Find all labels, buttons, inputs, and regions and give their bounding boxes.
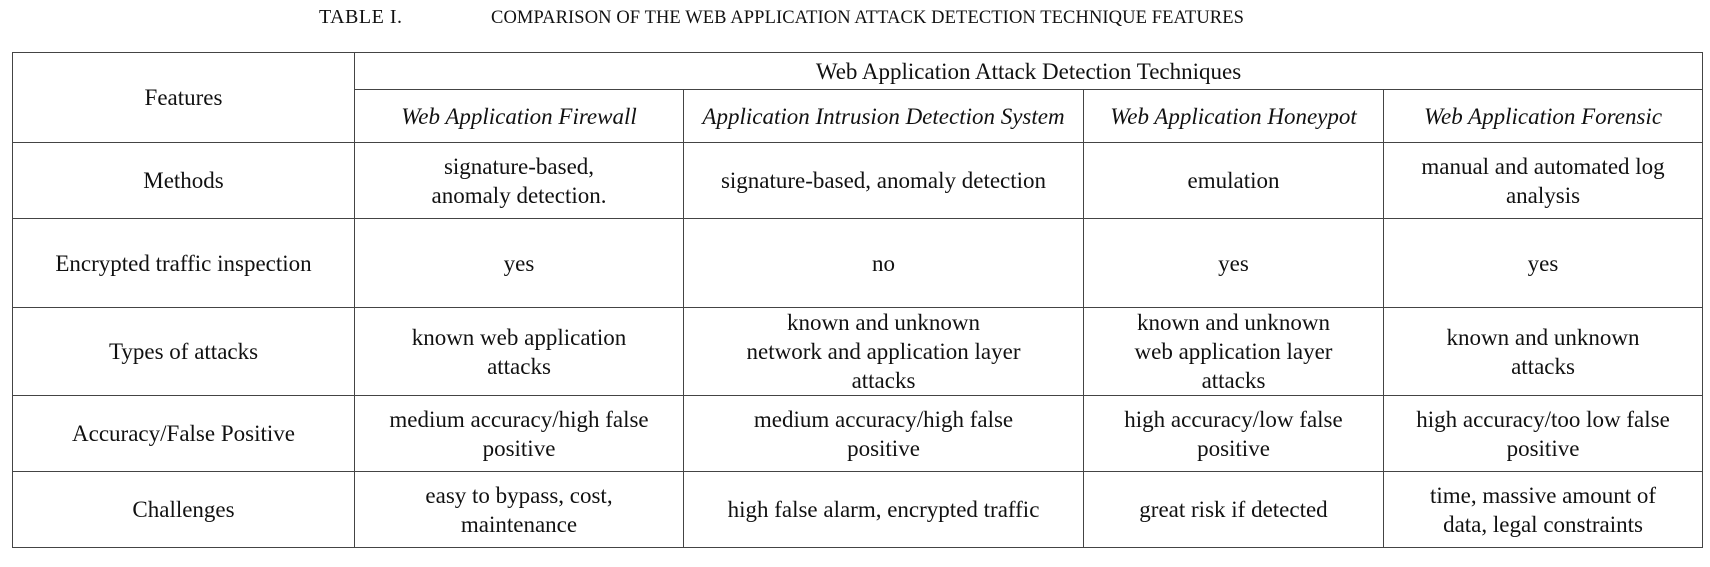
table-caption-title: COMPARISON OF THE WEB APPLICATION ATTACK…	[491, 8, 1245, 28]
feature-label: Challenges	[12, 471, 355, 548]
cell-line: anomaly detection.	[431, 182, 607, 208]
cell-line: easy to bypass, cost,	[425, 482, 613, 508]
cell-line: yes	[1218, 250, 1249, 276]
cell-line: time, massive amount of	[1429, 482, 1657, 508]
table-cell: easy to bypass, cost, maintenance	[354, 471, 684, 548]
cell-line: known and unknown	[1137, 310, 1330, 335]
table-cell: emulation	[1083, 142, 1384, 219]
cell-line: web application layer	[1134, 339, 1333, 364]
feature-label: Encrypted traffic inspection	[12, 218, 355, 308]
cell-line: positive	[847, 435, 920, 461]
table-cell: yes	[1382, 218, 1704, 308]
features-column-header: Features	[12, 52, 355, 143]
table-cell: yes	[354, 218, 684, 308]
table-cell: high accuracy/too low false positive	[1382, 395, 1704, 472]
table-caption: TABLE I. COMPARISON OF THE WEB APPLICATI…	[0, 6, 1710, 36]
feature-label: Types of attacks	[12, 307, 355, 396]
technique-header-forensic: Web Application Forensic	[1382, 89, 1704, 143]
cell-line: manual and automated log	[1421, 153, 1665, 179]
cell-line: attacks	[487, 353, 551, 379]
cell-line: data, legal constraints	[1443, 511, 1643, 537]
table-cell: medium accuracy/high false positive	[683, 395, 1084, 472]
table-cell: known web application attacks	[354, 307, 684, 396]
table-row: Challenges easy to bypass, cost, maintena…	[12, 471, 1704, 548]
table-row: Types of attacks known web application at…	[12, 307, 1704, 396]
table-cell: signature-based, anomaly detection.	[354, 142, 684, 219]
cell-line: positive	[1506, 435, 1580, 461]
table-cell: no	[683, 218, 1084, 308]
cell-line: signature-based,	[443, 153, 595, 179]
cell-line: known web application	[411, 324, 627, 350]
techniques-group-header: Web Application Attack Detection Techniq…	[353, 52, 1704, 90]
cell-line: high accuracy/low false	[1124, 406, 1343, 432]
cell-line: high false alarm, encrypted traffic	[727, 497, 1040, 522]
cell-line: great risk if detected	[1139, 497, 1328, 522]
cell-line: positive	[1197, 435, 1270, 461]
table-row: Accuracy/False Positive medium accuracy/…	[12, 395, 1704, 472]
table-caption-label: TABLE I.	[319, 6, 403, 28]
table-cell: time, massive amount of data, legal const…	[1382, 471, 1704, 548]
table-cell: manual and automated log analysis	[1382, 142, 1704, 219]
cell-line: attacks	[1201, 368, 1266, 393]
technique-header-aids: Application Intrusion Detection System	[683, 89, 1084, 143]
table-cell: known and unknown network and application…	[683, 307, 1084, 396]
cell-line: signature-based, anomaly detection	[720, 168, 1047, 193]
table-cell: yes	[1083, 218, 1384, 308]
cell-line: yes	[1527, 250, 1559, 276]
table-cell: high false alarm, encrypted traffic	[683, 471, 1084, 548]
cell-line: attacks	[1511, 353, 1575, 379]
feature-label: Accuracy/False Positive	[12, 395, 355, 472]
table-row: Methods signature-based, anomaly detectio…	[12, 142, 1704, 219]
cell-line: known and unknown	[787, 310, 980, 335]
table-cell: known and unknown attacks	[1382, 307, 1704, 396]
cell-line: analysis	[1505, 182, 1581, 208]
table-header-row-group: Features Web Application Attack Detectio…	[12, 52, 1704, 143]
cell-line: known and unknown	[1446, 324, 1640, 350]
cell-line: positive	[482, 435, 556, 461]
table-row: Encrypted traffic inspection yes no yes …	[12, 218, 1704, 308]
cell-line: network and application layer	[746, 339, 1021, 364]
cell-line: yes	[503, 250, 535, 276]
cell-line: medium accuracy/high false	[389, 406, 649, 432]
feature-label: Methods	[12, 142, 355, 219]
cell-line: attacks	[851, 368, 916, 393]
table-cell: known and unknown web application layer at…	[1083, 307, 1384, 396]
table-cell: great risk if detected	[1083, 471, 1384, 548]
technique-header-waf: Web Application Firewall	[354, 89, 684, 143]
comparison-table: Features Web Application Attack Detectio…	[12, 52, 1704, 548]
cell-line: medium accuracy/high false	[753, 406, 1014, 432]
cell-line: emulation	[1187, 168, 1280, 193]
technique-header-honeypot: Web Application Honeypot	[1083, 89, 1384, 143]
cell-line: high accuracy/too low false	[1416, 406, 1670, 432]
table-cell: medium accuracy/high false positive	[354, 395, 684, 472]
cell-line: maintenance	[460, 511, 578, 537]
table-cell: high accuracy/low false positive	[1083, 395, 1384, 472]
table-cell: signature-based, anomaly detection	[683, 142, 1084, 219]
cell-line: no	[872, 250, 895, 276]
